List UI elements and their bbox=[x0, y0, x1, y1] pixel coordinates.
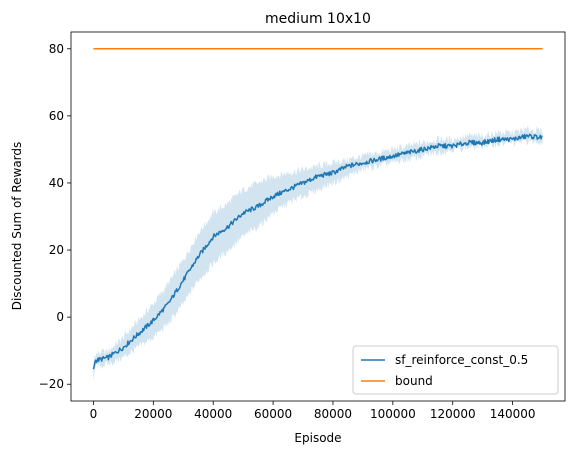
y-tick-label-4: 60 bbox=[49, 109, 64, 123]
x-tick-label-5: 100000 bbox=[370, 407, 416, 421]
x-tick-label-7: 140000 bbox=[490, 407, 536, 421]
y-tick-label-0: −20 bbox=[39, 377, 64, 391]
legend-label-0: sf_reinforce_const_0.5 bbox=[395, 353, 528, 367]
plot-frame bbox=[70, 31, 566, 402]
x-tick-label-3: 60000 bbox=[254, 407, 292, 421]
y-tick-label-5: 80 bbox=[49, 42, 64, 56]
confidence-band-0 bbox=[93, 125, 543, 381]
series-line-0 bbox=[92, 133, 543, 370]
chart-title: medium 10x10 bbox=[265, 11, 371, 27]
y-tick-label-3: 40 bbox=[49, 176, 64, 190]
legend-box bbox=[352, 345, 559, 395]
legend-label-1: bound bbox=[395, 374, 433, 388]
axes: 0 20000 40000 60000 80000 100000 120000 140000 −… bbox=[39, 31, 566, 421]
x-tick-label-6: 120000 bbox=[430, 407, 476, 421]
y-axis-label: Discounted Sum of Rewards bbox=[10, 142, 24, 311]
y-tick-label-1: 0 bbox=[56, 310, 64, 324]
x-tick-label-4: 80000 bbox=[314, 407, 352, 421]
series-lines bbox=[92, 48, 543, 370]
confidence-bands bbox=[93, 125, 543, 381]
x-tick-label-1: 20000 bbox=[134, 407, 172, 421]
x-axis-label: Episode bbox=[294, 431, 341, 445]
x-tick-label-2: 40000 bbox=[194, 407, 232, 421]
x-tick-label-0: 0 bbox=[90, 407, 98, 421]
y-tick-label-2: 20 bbox=[49, 243, 64, 257]
